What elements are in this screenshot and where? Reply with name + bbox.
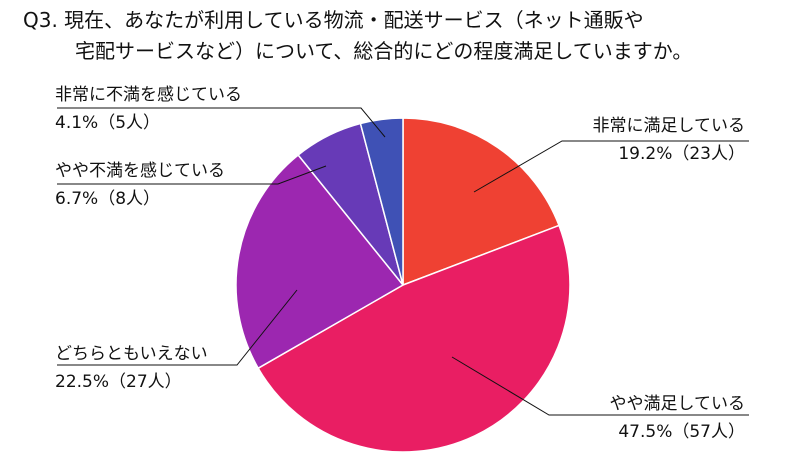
leader-line-4: [57, 165, 327, 185]
pie-slice-3: [235, 153, 405, 370]
pie-slice-5: [359, 117, 404, 286]
slice-label-4: やや不満を感じている: [55, 161, 225, 181]
slice-value-4: 6.7%（8人）: [55, 189, 160, 209]
slice-value-1: 19.2%（23人）: [618, 144, 745, 164]
leader-line-5: [57, 107, 386, 138]
pie-slice-1: [402, 117, 561, 287]
slice-labels: 非常に満足している 19.2%（23人） やや満足している 47.5%（57人） どちら…: [55, 85, 745, 442]
leader-line-3: [57, 289, 298, 366]
slice-value-3: 22.5%（27人）: [55, 372, 182, 392]
pie-slice-2: [257, 224, 571, 453]
slice-label-3: どちらともいえない: [55, 344, 208, 364]
chart-title-line-2: 宅配サービスなど）について、総合的にどの程度満足していますか。: [75, 39, 692, 63]
slice-value-5: 4.1%（5人）: [55, 113, 160, 133]
leader-lines: [57, 107, 749, 416]
slice-value-2: 47.5%（57人）: [618, 422, 745, 442]
chart-title-line-1: Q3. 現在、あなたが利用している物流・配送サービス（ネット通販や: [23, 8, 644, 32]
leader-line-2: [451, 356, 749, 416]
slice-label-2: やや満足している: [610, 394, 746, 414]
leader-line-1: [473, 140, 749, 193]
slice-label-5: 非常に不満を感じている: [55, 85, 242, 105]
pie-slices: [235, 117, 571, 453]
slice-label-1: 非常に満足している: [593, 116, 746, 136]
